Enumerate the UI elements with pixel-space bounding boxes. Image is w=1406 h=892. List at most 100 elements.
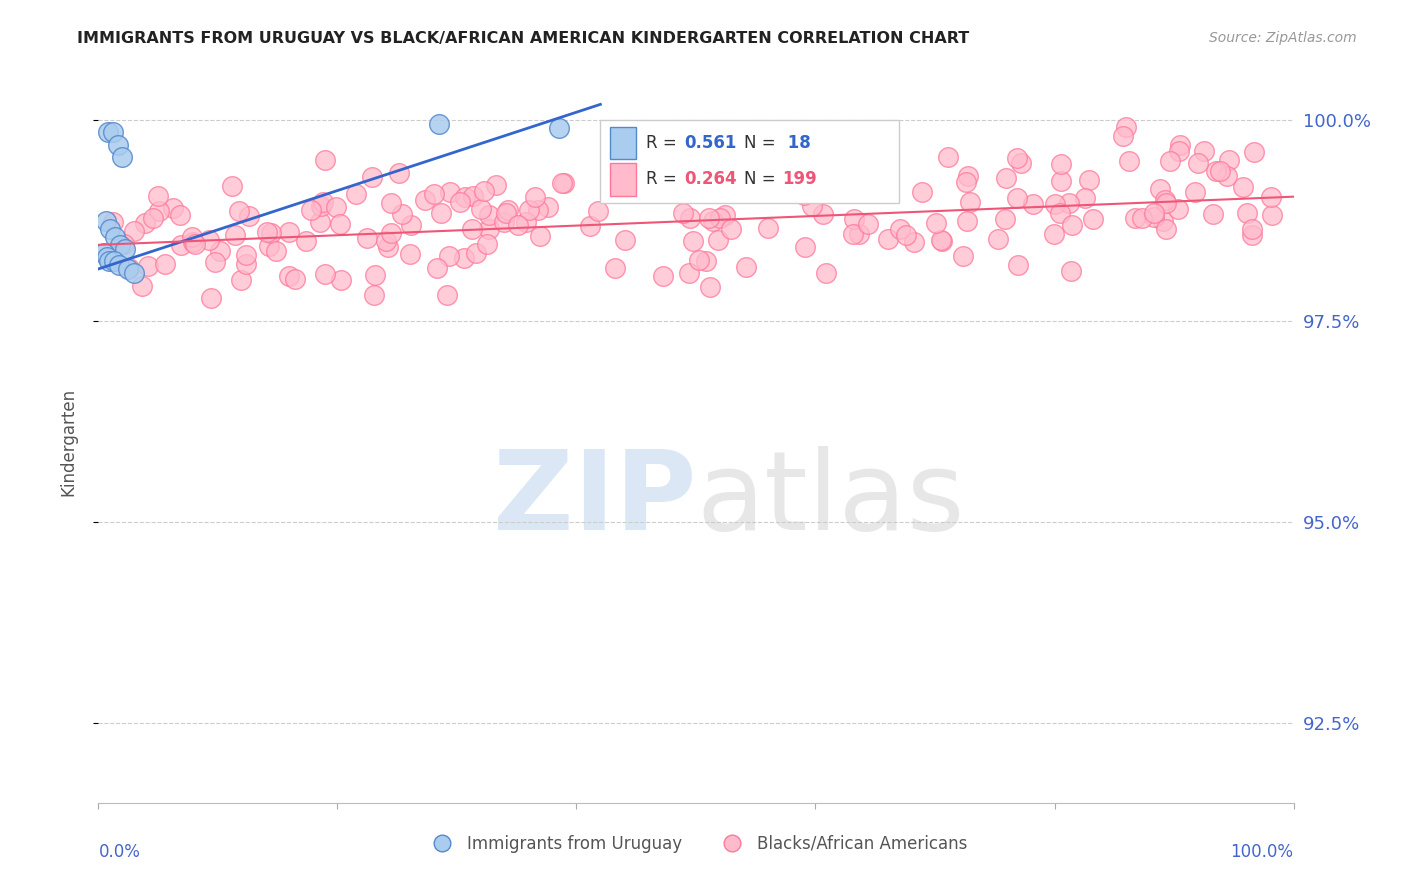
Point: [107, 258, 129, 272]
Point: [1042, 227, 1064, 241]
Point: [224, 228, 246, 243]
Point: [124, 266, 146, 280]
Point: [1125, 211, 1147, 225]
Point: [284, 271, 307, 285]
Point: [107, 137, 129, 152]
Point: [146, 189, 169, 203]
Point: [235, 247, 257, 261]
Point: [720, 222, 742, 236]
Point: [688, 252, 710, 267]
Point: [398, 246, 420, 260]
Text: IMMIGRANTS FROM URUGUAY VS BLACK/AFRICAN AMERICAN KINDERGARTEN CORRELATION CHART: IMMIGRANTS FROM URUGUAY VS BLACK/AFRICAN…: [77, 31, 970, 46]
Point: [100, 251, 122, 265]
Point: [155, 257, 177, 271]
Point: [877, 232, 900, 246]
Point: [679, 211, 702, 225]
Point: [472, 184, 495, 198]
Point: [903, 235, 925, 249]
Point: [894, 227, 917, 242]
Point: [1011, 156, 1033, 170]
Point: [842, 146, 865, 161]
Point: [517, 202, 540, 217]
Point: [952, 249, 974, 263]
Point: [588, 203, 610, 218]
Text: N =: N =: [744, 170, 780, 188]
Point: [929, 233, 952, 247]
Point: [181, 230, 204, 244]
Point: [731, 183, 754, 197]
Point: [1168, 137, 1191, 152]
Point: [134, 216, 156, 230]
Point: [111, 149, 134, 163]
Point: [1184, 186, 1206, 200]
Point: [848, 227, 870, 242]
Point: [495, 205, 517, 219]
Point: [391, 207, 413, 221]
Point: [430, 206, 453, 220]
Point: [328, 217, 350, 231]
Point: [536, 200, 558, 214]
Text: 100.0%: 100.0%: [1230, 843, 1294, 861]
Point: [1202, 207, 1225, 221]
Point: [911, 185, 934, 199]
Point: [136, 259, 159, 273]
Point: [98, 253, 121, 268]
Point: [959, 195, 981, 210]
Point: [599, 177, 621, 191]
Point: [329, 273, 352, 287]
Legend: Immigrants from Uruguay, Blacks/African Americans: Immigrants from Uruguay, Blacks/African …: [418, 828, 974, 860]
Point: [579, 219, 602, 233]
Point: [1143, 206, 1166, 220]
Point: [794, 240, 817, 254]
Point: [956, 213, 979, 227]
Text: 18: 18: [782, 134, 811, 153]
Point: [1154, 222, 1177, 236]
Point: [956, 169, 979, 183]
Point: [449, 195, 471, 210]
Point: [478, 222, 501, 236]
Point: [547, 121, 569, 136]
Point: [846, 148, 869, 162]
Point: [993, 212, 1015, 227]
Point: [415, 193, 437, 207]
Point: [792, 188, 814, 202]
Point: [112, 237, 135, 252]
Point: [1074, 191, 1097, 205]
Point: [553, 177, 575, 191]
Point: [727, 178, 749, 192]
Point: [1240, 222, 1263, 236]
Y-axis label: Kindergarten: Kindergarten: [59, 387, 77, 496]
Point: [114, 242, 136, 256]
Point: [259, 238, 281, 252]
Point: [492, 215, 515, 229]
Point: [314, 153, 336, 168]
Point: [278, 269, 301, 284]
Point: [256, 225, 278, 239]
Point: [142, 211, 165, 225]
Point: [1005, 151, 1028, 165]
FancyBboxPatch shape: [610, 127, 637, 160]
Point: [682, 234, 704, 248]
Point: [496, 203, 519, 218]
Point: [299, 203, 322, 218]
Point: [228, 204, 250, 219]
Point: [1149, 182, 1171, 196]
Point: [108, 238, 131, 252]
Point: [702, 214, 724, 228]
Point: [758, 221, 780, 235]
Text: R =: R =: [645, 134, 682, 153]
Point: [198, 233, 221, 247]
Point: [1153, 193, 1175, 207]
Point: [925, 215, 948, 229]
Point: [436, 288, 458, 302]
Point: [423, 187, 446, 202]
Point: [652, 268, 675, 283]
Point: [388, 166, 411, 180]
Point: [380, 196, 402, 211]
Point: [842, 183, 865, 197]
Point: [1232, 180, 1254, 194]
Point: [1132, 211, 1154, 226]
Point: [124, 224, 146, 238]
Point: [714, 208, 737, 222]
Point: [470, 202, 492, 216]
